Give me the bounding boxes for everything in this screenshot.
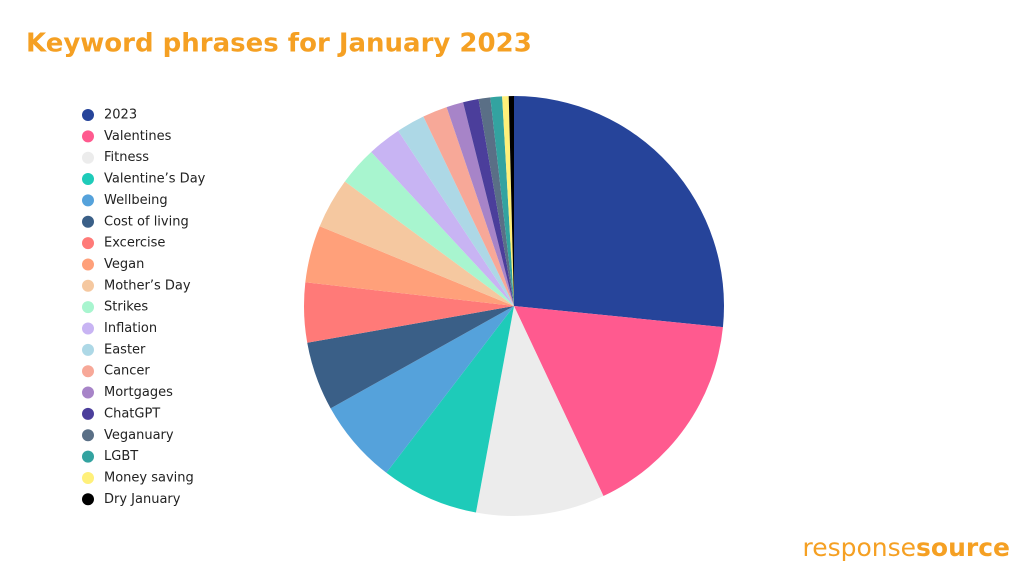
legend-label: Excercise xyxy=(104,236,165,251)
pie-slice xyxy=(463,99,514,306)
legend-swatch xyxy=(82,130,94,143)
legend-swatch xyxy=(82,386,94,399)
legend-label: Veganuary xyxy=(104,428,174,443)
legend-label: Wellbeing xyxy=(104,193,168,208)
pie-slice xyxy=(478,97,514,307)
legend-swatch xyxy=(82,194,94,207)
legend-swatch xyxy=(82,429,94,442)
legend-label: Inflation xyxy=(104,321,157,336)
logo: responsesource xyxy=(802,533,1010,562)
logo-part: source xyxy=(916,533,1010,562)
legend-swatch xyxy=(82,151,94,164)
pie-slice xyxy=(423,107,514,306)
pie-slice xyxy=(398,116,514,306)
legend-swatch xyxy=(82,173,94,186)
pie-slice xyxy=(514,306,723,497)
legend-label: Strikes xyxy=(104,300,148,315)
legend-label: Valentine’s Day xyxy=(104,172,206,187)
legend-swatch xyxy=(82,109,94,121)
legend-label: ChatGPT xyxy=(104,406,160,421)
legend-swatch xyxy=(82,237,94,250)
legend-label: Cancer xyxy=(104,364,150,379)
legend-swatch xyxy=(82,301,94,314)
legend-label: Cost of living xyxy=(104,214,189,229)
pie-slice xyxy=(446,102,514,307)
legend-label: Mother’s Day xyxy=(104,278,191,293)
legend-label: Mortgages xyxy=(104,385,173,400)
pie-slice xyxy=(508,96,514,306)
chart-title: Keyword phrases for January 2023 xyxy=(26,29,532,59)
pie-slice xyxy=(490,96,514,306)
legend-label: Easter xyxy=(104,342,146,357)
legend-swatch xyxy=(82,258,94,271)
legend-label: 2023 xyxy=(104,108,137,123)
pie-slice xyxy=(371,130,514,306)
legend-swatch xyxy=(82,322,94,335)
legend-label: LGBT xyxy=(104,449,138,464)
legend-swatch xyxy=(82,450,94,463)
pie-slice xyxy=(330,306,514,473)
logo-part: response xyxy=(802,533,916,562)
legend-label: Money saving xyxy=(104,470,194,485)
legend-swatch xyxy=(82,365,94,378)
legend-swatch xyxy=(82,279,94,292)
legend-swatch xyxy=(82,493,94,506)
legend-swatch xyxy=(82,471,94,484)
pie-slice xyxy=(305,226,514,306)
pie-slice xyxy=(319,181,514,306)
legend-label: Valentines xyxy=(104,129,172,144)
pie-slice xyxy=(386,306,514,513)
legend-swatch xyxy=(82,343,94,356)
legend-label: Dry January xyxy=(104,492,181,507)
pie-slice xyxy=(475,306,604,516)
legend-label: Fitness xyxy=(104,150,149,165)
pie-slice xyxy=(344,152,514,306)
pie-slice xyxy=(502,96,514,307)
legend-swatch xyxy=(82,215,94,228)
legend-swatch xyxy=(82,407,94,420)
legend-label: Vegan xyxy=(104,257,144,272)
pie-slice xyxy=(514,96,725,328)
pie-slice xyxy=(307,306,514,409)
pie-slice xyxy=(303,282,514,343)
